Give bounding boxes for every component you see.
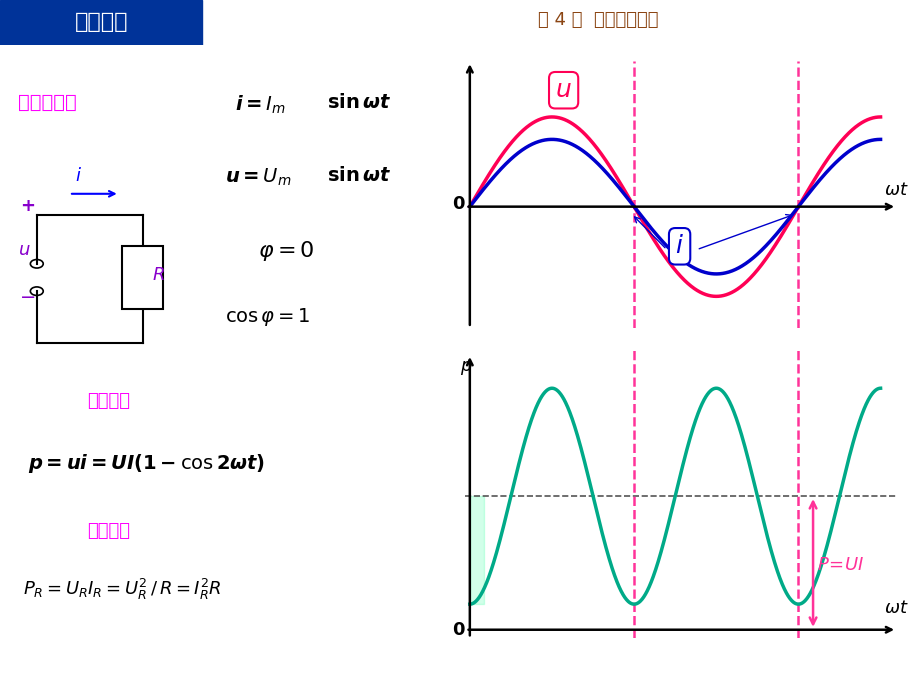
- Text: −: −: [20, 288, 37, 307]
- Text: ▶: ▶: [868, 671, 878, 681]
- Text: $\omega t$: $\omega t$: [883, 599, 908, 617]
- Text: $\boldsymbol{p = ui = UI(1-\cos 2\omega t)}$: $\boldsymbol{p = ui = UI(1-\cos 2\omega …: [28, 453, 265, 475]
- Text: $i$: $i$: [75, 166, 83, 184]
- Text: +: +: [20, 197, 35, 215]
- Text: 电工基础: 电工基础: [74, 12, 128, 32]
- Text: 平均功率: 平均功率: [87, 522, 130, 540]
- Text: $p$: $p$: [460, 359, 472, 377]
- Text: $u$: $u$: [555, 78, 572, 102]
- Text: ◀: ◀: [891, 671, 901, 681]
- Text: $\mathbf{sin}\,\boldsymbol{\omega t}$: $\mathbf{sin}\,\boldsymbol{\omega t}$: [326, 166, 391, 186]
- Text: $\mathbf{0}$: $\mathbf{0}$: [451, 621, 465, 639]
- Text: 电阵元件：: 电阵元件：: [18, 93, 77, 112]
- Text: $\boldsymbol{i = I_m}$: $\boldsymbol{i = I_m}$: [234, 93, 285, 116]
- Text: $i$: $i$: [675, 235, 684, 258]
- Bar: [122, 246, 163, 309]
- Text: $\mathbf{0}$: $\mathbf{0}$: [451, 195, 465, 213]
- Text: $u$: $u$: [18, 241, 31, 259]
- Text: ↩: ↩: [845, 671, 855, 681]
- Text: $\mathbf{sin}\,\boldsymbol{\omega t}$: $\mathbf{sin}\,\boldsymbol{\omega t}$: [326, 93, 391, 112]
- Text: $R$: $R$: [152, 266, 165, 284]
- Text: $\boldsymbol{u = U_m}$: $\boldsymbol{u = U_m}$: [225, 166, 291, 188]
- Text: $\varphi = 0$: $\varphi = 0$: [257, 239, 314, 264]
- FancyBboxPatch shape: [0, 0, 202, 45]
- Text: $P_R = U_R I_R = U_R^2\,/\,R = I_R^2 R$: $P_R = U_R I_R = U_R^2\,/\,R = I_R^2 R$: [23, 578, 221, 602]
- Text: $\omega t$: $\omega t$: [883, 181, 908, 199]
- Text: $P\!=\!UI$: $P\!=\!UI$: [816, 556, 864, 574]
- Text: 第 4 章  正弦交流电路: 第 4 章 正弦交流电路: [538, 11, 657, 29]
- Text: 瞬时功率: 瞬时功率: [87, 392, 130, 410]
- Text: $\cos\varphi = 1$: $\cos\varphi = 1$: [225, 306, 311, 328]
